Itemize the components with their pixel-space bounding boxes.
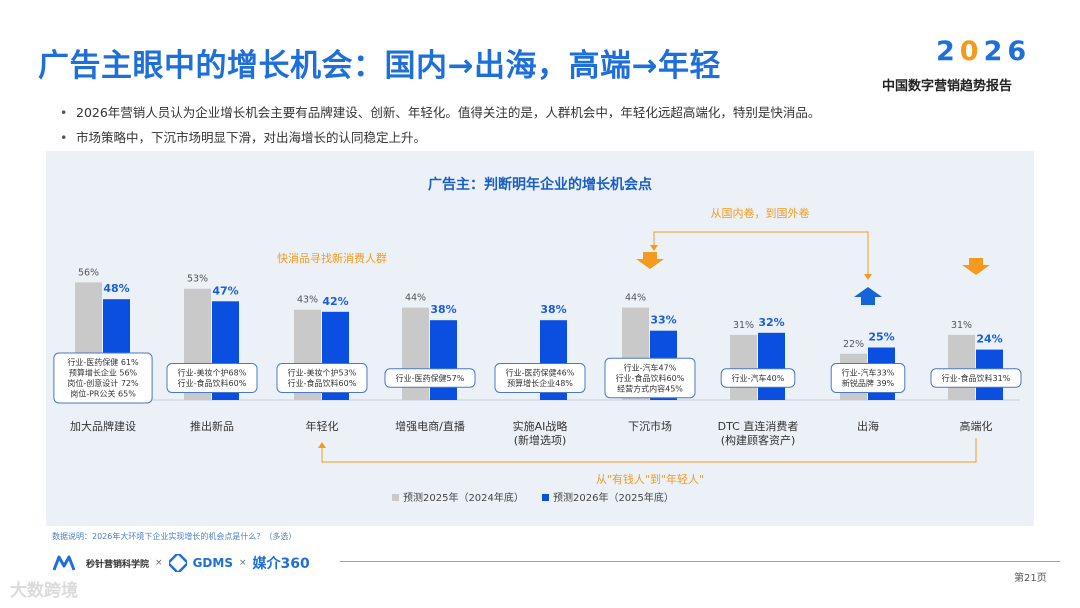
- category-label: 推出新品: [190, 419, 234, 433]
- value-label-2025: 22%: [843, 339, 864, 350]
- bracket-line-bottom: [321, 438, 977, 463]
- value-label-2025: 43%: [297, 295, 318, 306]
- annotation-rich-young: 从"有钱人"到"年轻人": [596, 472, 704, 486]
- bullet-list: 2026年营销人员认为企业增长机会主要有品牌建设、创新、年轻化。值得关注的是，人…: [60, 100, 820, 150]
- partner-separator: ×: [155, 558, 163, 568]
- value-label-2026: 32%: [758, 316, 784, 329]
- detail-box: [53, 352, 153, 404]
- trend-up-arrow-icon: [854, 287, 882, 305]
- gdms-logo-icon: [168, 554, 187, 572]
- bracket-arrowhead: [318, 442, 326, 448]
- detail-text: 行业-汽车47%: [624, 362, 677, 372]
- detail-text: 行业-美妆个护68%: [178, 368, 247, 378]
- partner-logos: 秒针营销科学院 × GDMS × 媒介360: [52, 552, 310, 574]
- legend-label-2025: 预测2025年（2024年底）: [403, 491, 524, 504]
- bar-2026: [430, 320, 457, 400]
- detail-box: [830, 363, 906, 393]
- bullet-item: 2026年营销人员认为企业增长机会主要有品牌建设、创新、年轻化。值得关注的是，人…: [60, 100, 820, 125]
- detail-text: 行业-食品饮料60%: [288, 378, 357, 388]
- watermark: 大数跨境: [10, 581, 78, 601]
- detail-text: 岗位-创意设计 72%: [67, 378, 139, 388]
- partner-name-1: 秒针营销科学院: [86, 559, 150, 570]
- bullet-item: 市场策略中，下沉市场明显下滑，对出海增长的认同稳定上升。: [60, 125, 820, 150]
- bar-2025: [730, 334, 757, 400]
- category-label: 增强电商/直播: [395, 419, 465, 433]
- value-label-2025: 31%: [733, 320, 754, 331]
- category-label: 高端化: [960, 419, 993, 433]
- detail-box: [494, 363, 586, 393]
- detail-text: 行业-汽车33%: [842, 368, 895, 378]
- annotation-domestic-overseas: 从国内卷，到国外卷: [711, 206, 810, 220]
- category-label: (新增选项): [514, 433, 567, 447]
- annotation-fmcg: 快消品寻找新消费人群: [277, 251, 387, 265]
- detail-text: 行业-食品饮料60%: [616, 373, 685, 383]
- detail-text: 行业-汽车40%: [732, 373, 785, 383]
- detail-box: [604, 357, 696, 399]
- value-label-2025: 31%: [951, 320, 972, 331]
- category-label: 年轻化: [306, 419, 339, 433]
- value-label-2025: 53%: [187, 274, 208, 285]
- detail-text: 预算增长企业48%: [507, 378, 573, 388]
- detail-box: [166, 363, 258, 393]
- detail-text: 新锐品牌 39%: [842, 378, 895, 388]
- trend-down-arrow-icon: [962, 258, 990, 275]
- chart-title: 广告主：判断明年企业的增长机会点: [428, 177, 652, 193]
- detail-box: [720, 368, 796, 388]
- detail-text: 行业-医药保健 61%: [67, 357, 139, 367]
- legend-swatch-2026: [542, 494, 549, 501]
- category-label: DTC 直连消费者: [718, 419, 799, 433]
- detail-box: [384, 368, 476, 388]
- legend-swatch-2025: [392, 494, 399, 501]
- value-label-2026: 38%: [430, 303, 456, 316]
- detail-text: 行业-食品饮料31%: [942, 373, 1011, 383]
- category-label: 实施AI战略: [513, 419, 568, 433]
- data-note: 数据说明：2026年大环境下企业实现增长的机会点是什么？（多选）: [52, 532, 297, 541]
- legend-label-2026: 预测2026年（2025年底）: [553, 491, 674, 504]
- value-label-2026: 47%: [212, 284, 238, 297]
- value-label-2026: 38%: [540, 303, 566, 316]
- value-label-2026: 42%: [322, 295, 348, 308]
- partner-name-3: 媒介360: [252, 556, 310, 572]
- category-label: 下沉市场: [628, 419, 672, 433]
- bar-2026: [758, 332, 785, 400]
- page-number: 第21页: [1014, 573, 1047, 584]
- value-label-2026: 24%: [976, 333, 1002, 346]
- partner-name-2: GDMS: [192, 556, 233, 570]
- category-label: 加大品牌建设: [70, 419, 136, 433]
- detail-text: 行业-美妆个护53%: [288, 368, 357, 378]
- value-label-2026: 33%: [650, 314, 676, 327]
- detail-text: 预算增长企业 56%: [69, 368, 138, 378]
- detail-text: 行业-食品饮料60%: [178, 378, 247, 388]
- footer-line: [340, 561, 1060, 562]
- trend-down-arrow-icon: [636, 252, 664, 269]
- bracket-line-top: [653, 231, 869, 276]
- detail-text: 行业-医药保健46%: [506, 368, 575, 378]
- page-title: 广告主眼中的增长机会：国内→出海，高端→年轻: [38, 48, 721, 84]
- bar-2025: [948, 334, 975, 400]
- category-label: (构建顾客资产): [721, 433, 796, 447]
- value-label-2025: 44%: [625, 293, 646, 304]
- category-label: 出海: [857, 419, 879, 433]
- mz-logo-icon: [52, 555, 76, 571]
- value-label-2025: 56%: [78, 267, 99, 278]
- value-label-2026: 25%: [868, 331, 894, 344]
- detail-text: 经营方式内容45%: [617, 383, 683, 393]
- detail-text: 行业-医药保健57%: [396, 373, 465, 383]
- bracket-arrowhead: [864, 274, 872, 280]
- report-name: 中国数字营销趋势报告: [882, 79, 1013, 94]
- partner-separator: ×: [238, 558, 247, 568]
- brand-logo: 2026: [936, 36, 1032, 67]
- detail-text: 岗位-PR公关 65%: [70, 389, 136, 399]
- detail-box: [276, 363, 368, 393]
- value-label-2026: 48%: [103, 282, 129, 295]
- bracket-arrowhead: [650, 245, 658, 251]
- detail-box: [930, 368, 1022, 388]
- value-label-2025: 44%: [405, 293, 426, 304]
